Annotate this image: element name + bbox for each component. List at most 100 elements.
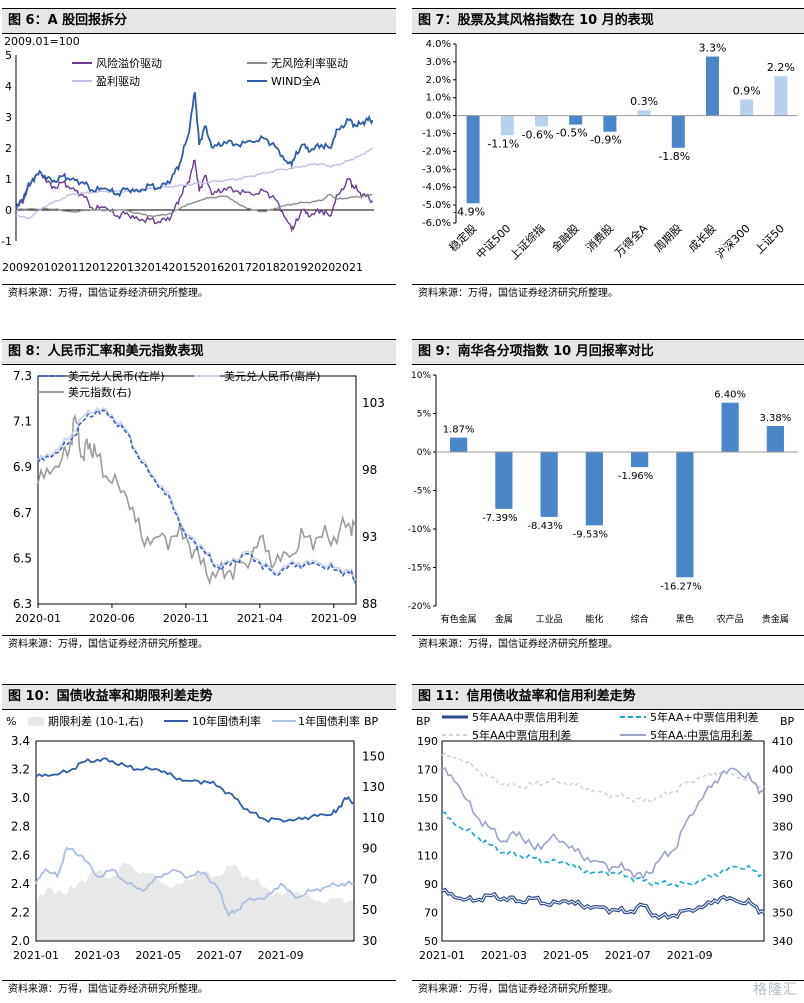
y-tick-label: 150 [417, 792, 438, 805]
y2-tick-label: 400 [772, 764, 793, 777]
legend-entry: 期限利差 (10-1,右) [48, 714, 144, 728]
y-tick-label: -6.0% [422, 218, 451, 229]
data-label: 3.3% [699, 42, 727, 55]
data-label: 0.3% [630, 95, 658, 108]
y-tick-label: 10% [411, 371, 431, 381]
series-line-3 [37, 413, 357, 586]
data-label: 6.40% [714, 390, 746, 401]
legend-entry: WIND全A [271, 74, 321, 88]
x-tick-label: 金属 [495, 613, 513, 625]
y2-tick-label: 30 [362, 934, 377, 948]
panel-fig6: 图 6：A 股回报拆分 2009.01=100 -1 0 1 2 3 4 5 2009 2010 2… [1, 8, 396, 304]
x-tick-label: 上证50 [752, 222, 787, 257]
source-note: 资料来源：万得，国信证券经济研究所整理。 [2, 284, 396, 304]
x-tick-label: 2016 [196, 261, 224, 274]
bar [603, 115, 617, 132]
y2-tick-label: 103 [362, 396, 385, 410]
y-tick-label: 4.0% [426, 39, 451, 50]
y-tick-label: 3 [5, 111, 12, 124]
x-tick-label: 2014 [141, 261, 169, 274]
series-line-3 [35, 846, 355, 918]
chart-fig9: 10% 5% 0% -5% -10% -15% -20% 1.87% 有色金属 -7.39% 金属 -… [408, 371, 798, 625]
series-line-3 [15, 147, 373, 220]
chart-fig11: BP BP 190 170 150 130 110 90 70 50 410 400 390 380 370… [416, 710, 795, 962]
legend-entry: 美元指数(右) [68, 385, 132, 399]
series-line-4 [15, 91, 374, 211]
series-line-1-outer [441, 887, 765, 921]
y-tick-label: 0 [5, 204, 12, 217]
source-note: 资料来源：万得，国信证券经济研究所整理。 [412, 980, 804, 1000]
plot-frame [441, 740, 765, 942]
left-unit: BP [416, 715, 431, 728]
x-tick-label: 2021-09 [311, 612, 357, 625]
y-tick-label: 1.0% [426, 93, 451, 104]
bar [569, 115, 583, 125]
data-label: -0.5% [556, 127, 588, 140]
unit-label: 2009.01=100 [4, 35, 80, 48]
y-tick-label: 7.1 [13, 415, 32, 429]
series-line-1 [37, 408, 357, 584]
y-tick-label: 50 [424, 935, 438, 948]
y-tick-label: 6.9 [13, 460, 32, 474]
x-tick-label: 2011 [58, 261, 86, 274]
left-unit: % [6, 715, 16, 728]
x-tick-label: 2013 [113, 261, 141, 274]
x-tick-label: 2021-07 [605, 949, 651, 962]
plot-frame [37, 375, 357, 605]
data-label: 2.2% [767, 61, 795, 74]
panel-title: 图 7：股票及其风格指数在 10 月的表现 [412, 8, 804, 34]
y-tick-label: -4.0% [422, 182, 451, 193]
y-tick-label: 2.0 [11, 934, 30, 948]
x-tick-label: 2009 [2, 261, 30, 274]
y-tick-label: 6.7 [13, 506, 32, 520]
legend-entry: 盈利驱动 [96, 75, 140, 88]
x-tick-label: 工业品 [536, 614, 563, 625]
bar [500, 115, 514, 136]
y-tick-label: 7.3 [13, 369, 32, 383]
y-tick-label: 0% [417, 448, 432, 458]
series-line-2 [441, 811, 765, 888]
y-tick-label: -1 [1, 235, 12, 248]
bar [740, 99, 754, 116]
panel-fig9: 图 9：南华各分项指数 10 月回报率对比 10% 5% 0% -5% -10% -15%… [408, 339, 804, 655]
x-tick-label: 沪深300 [713, 221, 753, 261]
legend-entry: 10年国债利率 [192, 714, 261, 728]
x-tick-label: 2019 [280, 261, 308, 274]
legend-entry: 1年国债利率 [298, 714, 360, 728]
x-tick-label: 2021-04 [237, 612, 283, 625]
y-tick-label: -1.0% [422, 129, 451, 140]
series-area-1 [36, 862, 354, 941]
y-tick-label: 70 [424, 906, 438, 919]
x-tick-label: 2021-03 [481, 949, 527, 962]
bar [631, 452, 649, 468]
series-line-4 [441, 767, 765, 880]
x-tick-label: 2021-09 [667, 949, 713, 962]
y-tick-label: 6.3 [13, 597, 32, 611]
bar [466, 115, 480, 204]
source-note: 资料来源：万得，国信证券经济研究所整理。 [2, 635, 396, 655]
x-tick-label: 农产品 [717, 613, 744, 625]
y-tick-label: 2.8 [11, 820, 30, 834]
y-tick-label: 1 [5, 173, 12, 186]
y2-tick-label: 410 [772, 735, 793, 748]
data-label: -8.43% [527, 521, 562, 532]
legend-entry: 5年AA中票信用利差 [472, 728, 571, 742]
bar [585, 452, 603, 526]
y2-tick-label: 88 [362, 597, 377, 611]
y-tick-label: -5% [413, 487, 431, 497]
bar [676, 452, 694, 578]
x-tick-label: 2017 [224, 261, 252, 274]
x-tick-label: 2021-07 [196, 949, 242, 962]
y-tick-label: -15% [408, 564, 432, 574]
legend-entry: 5年AA-中票信用利差 [650, 728, 753, 742]
x-tick-label: 能化 [585, 613, 603, 625]
x-tick-label: 2021-05 [135, 949, 181, 962]
y-tick-label: 3.0 [11, 791, 30, 805]
x-tick-label: 2020-01 [15, 612, 61, 625]
y-tick-label: 3.2 [11, 763, 30, 777]
bar [637, 110, 651, 116]
panel-title: 图 10：国债收益率和期限利差走势 [2, 684, 396, 710]
bar [535, 115, 548, 127]
bar [721, 402, 739, 452]
